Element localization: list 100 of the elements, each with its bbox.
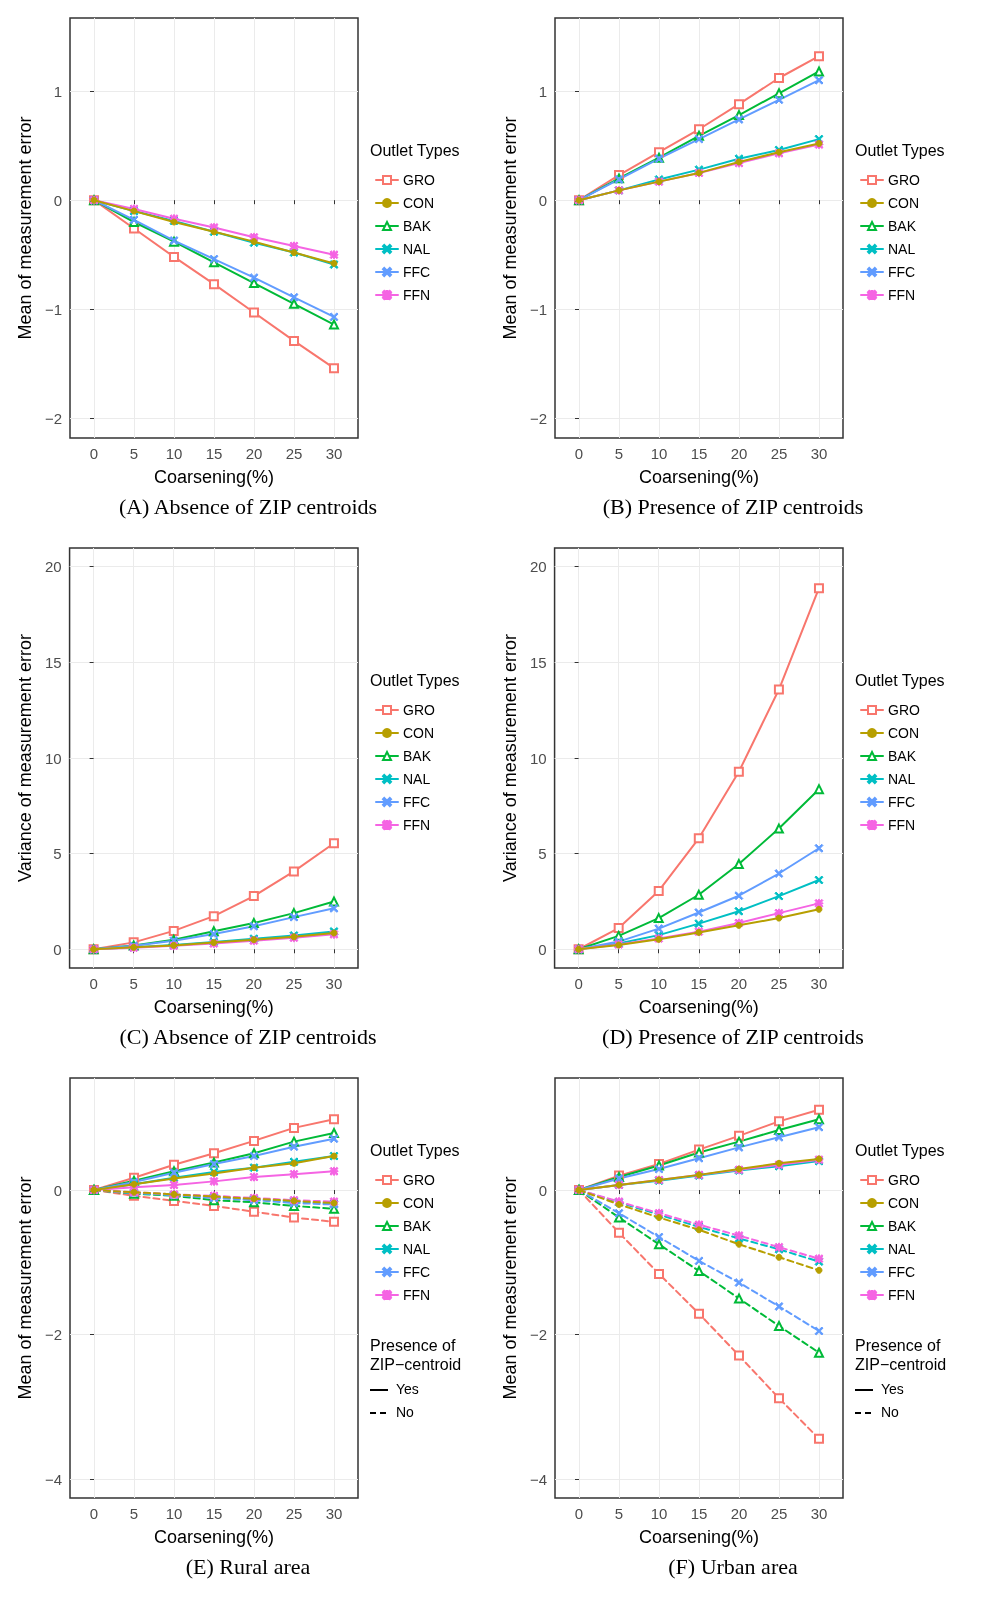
legend-title: Outlet Types — [370, 141, 460, 159]
legend-label: FFN — [888, 287, 916, 303]
legend-label: FFN — [403, 1287, 431, 1303]
x-tick-label: 0 — [574, 975, 583, 992]
x-tick-label: 5 — [129, 975, 138, 992]
text: (C) Absence of ZIP centroids — [119, 1023, 377, 1049]
y-tick-label: 0 — [53, 940, 62, 958]
x-axis-title: Coarsening(%) — [153, 1527, 275, 1547]
legend-label: CON — [403, 725, 435, 741]
text: (D) Presence of ZIP centroids — [602, 1023, 864, 1049]
y-axis-title: Mean of measurement error — [500, 116, 520, 340]
x-tick-label: 5 — [129, 1505, 139, 1522]
legend-label: FFC — [403, 794, 431, 810]
x-tick-label: 10 — [165, 445, 183, 462]
y-tick-label: 0 — [538, 940, 547, 958]
y-tick-label: 0 — [538, 191, 547, 209]
x-tick-label: 25 — [285, 1505, 303, 1522]
x-tick-label: 0 — [89, 1505, 99, 1522]
legend-label: FFC — [403, 264, 431, 280]
y-tick-label: 5 — [53, 845, 62, 863]
legend-label: NAL — [888, 771, 916, 787]
x-tick-label: 10 — [650, 1505, 668, 1522]
x-tick-label: 0 — [89, 445, 99, 462]
legend-label: NAL — [888, 241, 916, 257]
legend-label: NAL — [403, 1241, 431, 1257]
y-tick-label: −2 — [529, 1326, 547, 1344]
legend-label: GRO — [403, 1172, 435, 1188]
legend-title: Outlet Types — [855, 141, 945, 159]
y-tick-label: −1 — [529, 300, 547, 318]
legend-label: BAK — [888, 748, 917, 764]
x-tick-label: 25 — [285, 975, 303, 992]
legend-label: FFN — [888, 1287, 916, 1303]
x-tick-label: 20 — [730, 445, 748, 462]
y-axis-title: Mean of measurement error — [500, 1176, 520, 1400]
legend-label: BAK — [403, 1218, 432, 1234]
legend-label: FFC — [888, 264, 916, 280]
x-tick-label: 25 — [285, 445, 303, 462]
legend-label: CON — [888, 725, 920, 741]
x-tick-label: 30 — [325, 1505, 343, 1522]
x-tick-label: 15 — [205, 445, 223, 462]
y-tick-label: 10 — [529, 749, 547, 767]
y-tick-label: 15 — [44, 653, 62, 671]
y-tick-label: 20 — [44, 558, 62, 576]
x-tick-label: 15 — [690, 975, 708, 992]
text: (A) Absence of ZIP centroids — [118, 493, 378, 519]
legend-label: NAL — [403, 241, 431, 257]
x-tick-label: 30 — [325, 445, 343, 462]
legend-label: FFN — [403, 287, 431, 303]
x-tick-label: 30 — [810, 445, 828, 462]
y-axis-title: Variance of measurement error — [500, 634, 520, 882]
x-tick-label: 0 — [574, 445, 584, 462]
text: Yes — [396, 1381, 419, 1397]
x-tick-label: 5 — [614, 445, 624, 462]
y-tick-label: 15 — [529, 653, 547, 671]
legend-label: FFC — [403, 1264, 431, 1280]
x-tick-label: 15 — [690, 1505, 708, 1522]
x-tick-label: 10 — [650, 975, 668, 992]
legend-label: FFN — [888, 817, 916, 833]
x-tick-label: 15 — [205, 975, 223, 992]
y-tick-label: 0 — [53, 191, 62, 209]
legend-label: GRO — [888, 702, 920, 718]
x-tick-label: 30 — [325, 975, 343, 992]
legend-label: CON — [403, 1195, 435, 1211]
text: (B) Presence of ZIP centroids — [602, 493, 864, 519]
x-tick-label: 10 — [165, 975, 183, 992]
x-tick-label: 0 — [89, 975, 98, 992]
y-axis-title: Mean of measurement error — [15, 1176, 35, 1400]
legend-title: Outlet Types — [370, 1141, 460, 1159]
x-tick-label: 20 — [245, 445, 263, 462]
x-tick-label: 15 — [205, 1505, 223, 1522]
y-tick-label: 1 — [53, 82, 62, 100]
x-tick-label: 20 — [730, 975, 748, 992]
legend-label: GRO — [888, 1172, 920, 1188]
text: (E) Rural area — [185, 1553, 311, 1579]
x-tick-label: 5 — [129, 445, 139, 462]
text: No — [396, 1404, 415, 1420]
legend-label: CON — [888, 1195, 920, 1211]
x-axis-title: Coarsening(%) — [638, 467, 760, 487]
legend-title: Outlet Types — [370, 671, 460, 689]
y-tick-label: 5 — [538, 845, 547, 863]
y-axis-title: Variance of measurement error — [15, 634, 35, 882]
legend-label: CON — [888, 195, 920, 211]
x-axis-title: Coarsening(%) — [638, 1527, 760, 1547]
text: Yes — [881, 1381, 904, 1397]
y-tick-label: 0 — [53, 1181, 62, 1199]
x-tick-label: 20 — [245, 975, 263, 992]
legend-label: GRO — [403, 172, 435, 188]
legend-label: BAK — [888, 1218, 917, 1234]
y-tick-label: −4 — [44, 1470, 62, 1488]
legend-label: FFC — [888, 794, 916, 810]
y-tick-label: 20 — [529, 558, 547, 576]
y-tick-label: −2 — [529, 409, 547, 427]
y-axis-title: Mean of measurement error — [15, 116, 35, 340]
text: Presence of ZIP−centroid — [370, 1337, 462, 1373]
legend-label: BAK — [403, 218, 432, 234]
text: (F) Urban area — [668, 1553, 798, 1579]
legend-title: Outlet Types — [855, 671, 945, 689]
y-tick-label: 0 — [538, 1181, 547, 1199]
x-axis-title: Coarsening(%) — [153, 997, 274, 1017]
legend-label: FFN — [403, 817, 431, 833]
